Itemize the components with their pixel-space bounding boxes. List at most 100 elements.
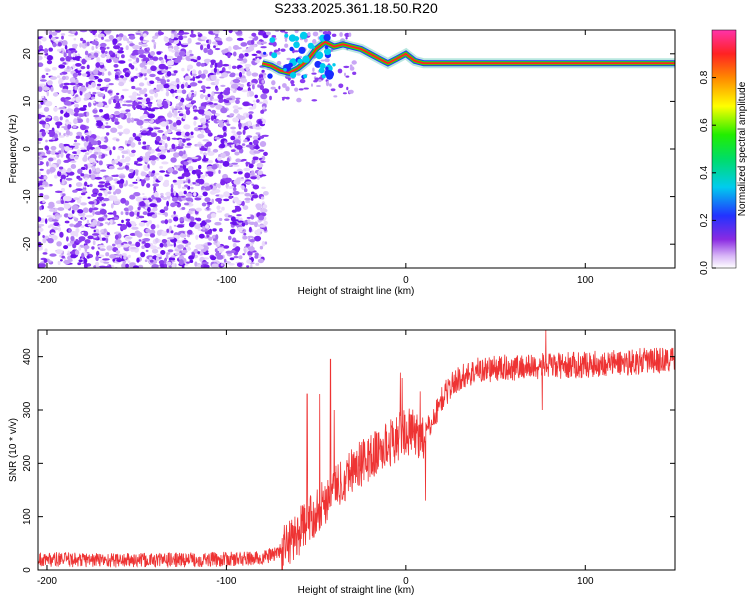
snr-y-axis: 0 100 200 300 400 xyxy=(22,348,675,573)
noise-point xyxy=(151,161,156,166)
noise-point xyxy=(114,110,120,116)
noise-point xyxy=(155,76,160,81)
noise-point xyxy=(232,243,237,248)
noise-point xyxy=(42,235,45,238)
noise-point xyxy=(245,48,252,53)
noise-point xyxy=(50,150,57,155)
noise-point xyxy=(73,112,80,117)
noise-point xyxy=(80,124,87,131)
noise-point xyxy=(207,132,213,137)
noise-point xyxy=(177,167,183,172)
noise-point xyxy=(325,81,330,87)
noise-point xyxy=(278,47,281,52)
noise-point xyxy=(112,243,116,247)
noise-point xyxy=(284,39,288,42)
noise-point xyxy=(116,244,122,249)
noise-point xyxy=(178,101,183,107)
noise-point xyxy=(189,259,194,263)
noise-point xyxy=(54,174,58,179)
noise-point xyxy=(108,264,112,268)
noise-point xyxy=(144,110,148,114)
noise-point xyxy=(243,188,248,193)
noise-point xyxy=(220,107,228,114)
noise-point xyxy=(119,175,126,179)
noise-point xyxy=(220,84,226,87)
noise-point xyxy=(51,31,58,36)
track-point xyxy=(298,46,306,54)
noise-point xyxy=(149,256,153,260)
noise-point xyxy=(38,171,42,177)
noise-point xyxy=(172,179,177,183)
noise-point xyxy=(171,73,177,76)
noise-point xyxy=(185,51,190,57)
noise-point xyxy=(145,206,148,210)
noise-point xyxy=(208,160,213,164)
noise-point xyxy=(108,83,114,86)
noise-point xyxy=(179,233,187,238)
noise-point xyxy=(137,49,145,55)
noise-point xyxy=(83,245,90,250)
noise-point xyxy=(311,72,317,75)
noise-point xyxy=(146,144,150,150)
noise-point xyxy=(208,39,212,45)
colorbar-gradient xyxy=(711,29,737,269)
noise-point xyxy=(88,55,96,59)
noise-point xyxy=(244,172,251,179)
noise-point xyxy=(135,170,139,176)
noise-point xyxy=(46,169,51,175)
noise-point xyxy=(143,118,152,122)
noise-point xyxy=(106,245,113,251)
noise-point xyxy=(180,83,185,89)
noise-point xyxy=(248,111,254,114)
noise-point xyxy=(41,130,46,137)
noise-point xyxy=(178,259,184,266)
noise-point xyxy=(193,116,198,120)
noise-point xyxy=(202,122,206,124)
noise-point xyxy=(79,107,87,111)
noise-point xyxy=(333,95,338,98)
noise-point xyxy=(218,169,221,174)
noise-point xyxy=(237,191,245,195)
noise-point xyxy=(57,260,61,266)
noise-point xyxy=(228,30,233,34)
noise-point xyxy=(197,228,202,231)
noise-point xyxy=(138,82,145,87)
noise-point xyxy=(318,79,322,83)
noise-point xyxy=(129,194,136,200)
noise-point xyxy=(133,186,139,189)
noise-point xyxy=(252,184,260,190)
noise-point xyxy=(128,152,136,157)
noise-point xyxy=(278,85,281,90)
noise-point xyxy=(261,158,264,162)
noise-point xyxy=(312,39,317,44)
noise-point xyxy=(61,40,68,46)
noise-point xyxy=(150,132,157,137)
noise-point xyxy=(202,226,206,231)
noise-point xyxy=(151,248,159,254)
noise-point xyxy=(59,231,64,238)
noise-point xyxy=(257,170,264,175)
noise-point xyxy=(63,245,69,250)
noise-point xyxy=(152,207,158,212)
noise-point xyxy=(145,228,151,233)
noise-point xyxy=(201,261,209,265)
noise-point xyxy=(80,37,84,42)
noise-point xyxy=(104,39,111,42)
noise-point xyxy=(43,106,50,112)
noise-point xyxy=(331,33,337,37)
noise-point xyxy=(85,81,89,88)
noise-point xyxy=(232,164,240,167)
noise-point xyxy=(159,166,164,169)
noise-point xyxy=(342,92,347,95)
noise-point xyxy=(248,255,252,258)
noise-point xyxy=(211,263,219,268)
noise-point xyxy=(232,187,237,192)
noise-point xyxy=(149,259,154,263)
noise-point xyxy=(77,209,84,214)
noise-point xyxy=(223,191,230,198)
noise-point xyxy=(230,149,236,153)
noise-point xyxy=(216,205,221,210)
noise-point xyxy=(95,146,101,150)
noise-point xyxy=(203,264,210,268)
